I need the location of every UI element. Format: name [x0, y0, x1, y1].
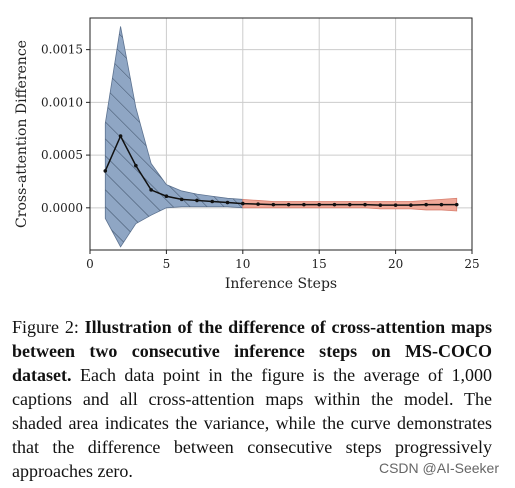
data-point — [256, 202, 260, 206]
data-point — [134, 163, 138, 168]
data-point — [317, 202, 322, 207]
x-tick-label: 20 — [388, 257, 403, 271]
watermark: CSDN @AI-Seeker — [378, 460, 499, 476]
chart: 0 5 10 15 20 25 0.0000 0.0005 0.0010 0.0015 Infer… — [14, 17, 480, 292]
x-tick-label: 10 — [235, 257, 250, 271]
x-tick-label: 5 — [163, 257, 171, 271]
data-point — [302, 202, 306, 207]
data-point — [241, 201, 245, 206]
data-point — [347, 202, 352, 207]
y-tick-label: 0.0010 — [41, 95, 83, 109]
data-point — [179, 197, 184, 202]
caption-label: Figure 2: — [12, 317, 85, 337]
data-point — [439, 202, 444, 207]
plot-frame — [89, 17, 473, 251]
data-point — [149, 188, 153, 192]
y-tick-label: 0.0005 — [41, 148, 83, 162]
mean-curve — [103, 134, 459, 207]
data-point — [103, 169, 108, 173]
x-tick-label: 0 — [86, 257, 94, 271]
data-point — [363, 202, 367, 207]
variance-band-hatch — [105, 26, 243, 247]
y-tick-label: 0.0000 — [41, 201, 83, 215]
data-point — [332, 202, 337, 207]
data-point — [225, 200, 230, 205]
data-point — [409, 203, 413, 207]
x-axis-label: Inference Steps — [225, 276, 337, 292]
data-point — [286, 202, 291, 207]
data-point — [393, 203, 398, 207]
data-point — [454, 202, 459, 207]
data-point — [164, 194, 169, 199]
axis-ticks: 0 5 10 15 20 25 0.0000 0.0005 0.0010 0.0015 — [41, 43, 480, 271]
caption-text: Each data point in the figure is the ave… — [12, 365, 492, 481]
y-axis-label: Cross-attention Difference — [14, 40, 30, 228]
data-point — [424, 202, 428, 207]
caption-bold: Illustration of the difference of cross-… — [12, 317, 492, 385]
data-point — [118, 134, 123, 138]
figure-caption: Figure 2: Illustration of the difference… — [12, 315, 492, 483]
variance-bands — [104, 26, 458, 248]
x-tick-label: 25 — [464, 257, 479, 271]
x-tick-label: 15 — [312, 257, 327, 271]
y-tick-label: 0.0015 — [41, 43, 83, 57]
data-point — [271, 202, 276, 207]
data-point — [210, 199, 215, 204]
mean-line — [104, 134, 457, 206]
data-point — [378, 203, 383, 207]
data-point — [195, 198, 199, 203]
